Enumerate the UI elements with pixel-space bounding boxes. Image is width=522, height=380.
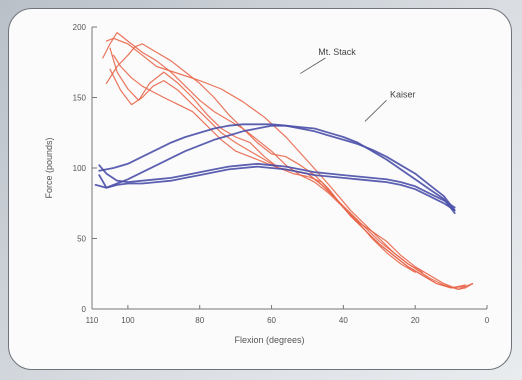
x-tick-label: 100 xyxy=(121,316,135,325)
x-tick-label: 40 xyxy=(339,316,348,325)
x-tick-label: 20 xyxy=(411,316,420,325)
series-line-red-0 xyxy=(105,37,474,290)
x-tick-label: 60 xyxy=(267,316,276,325)
y-tick-label: 100 xyxy=(73,164,87,173)
annotation-leader xyxy=(364,100,387,122)
annotation-label: Mt. Stack xyxy=(318,47,356,57)
series-line-red-1 xyxy=(102,32,474,290)
y-tick-label: 150 xyxy=(73,94,87,103)
y-tick-label: 50 xyxy=(77,235,86,244)
y-tick-label: 200 xyxy=(73,23,87,32)
x-tick-label: 110 xyxy=(86,316,99,325)
series-line-red-5 xyxy=(112,54,423,273)
series-line-blue-9 xyxy=(98,162,456,209)
chart-card: 0 50 100 150 200 110 100 80 60 40 20 0 Flexion (deg… xyxy=(8,8,512,370)
y-axis-title: Force (pounds) xyxy=(44,137,54,198)
x-axis-title: Flexion (degrees) xyxy=(234,335,304,345)
annotation-leader xyxy=(300,57,326,74)
annotation-label: Kaiser xyxy=(390,90,416,100)
series-line-blue-7 xyxy=(94,124,456,215)
y-tick-label: 0 xyxy=(82,305,87,314)
series-line-red-3 xyxy=(109,47,467,289)
series-line-red-2 xyxy=(105,43,416,273)
series-line-blue-8 xyxy=(98,165,456,212)
x-tick-label: 0 xyxy=(485,316,490,325)
x-tick-label: 80 xyxy=(195,316,204,325)
